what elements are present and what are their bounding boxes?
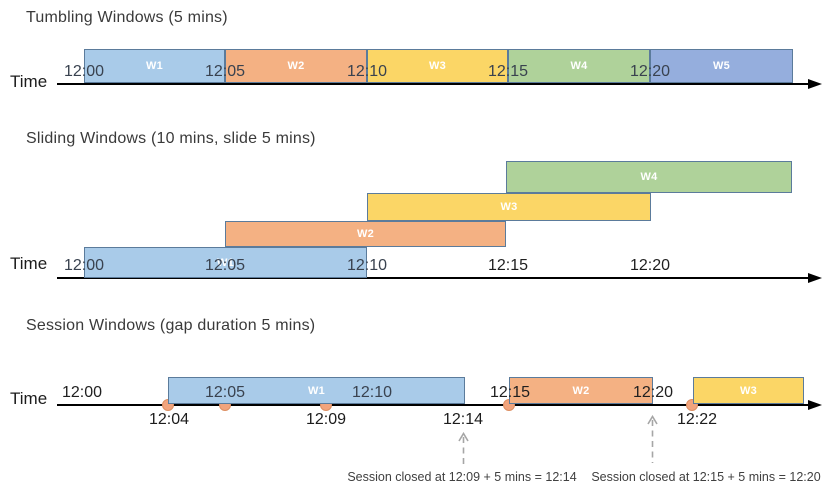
tumbling-title: Tumbling Windows (5 mins)	[26, 9, 228, 26]
tumbling-time-axis-label: Time	[10, 72, 48, 91]
window-label: W3	[739, 384, 758, 397]
tumbling-window-bar-w4: W4	[508, 49, 650, 83]
session-axis-arrowhead-icon	[808, 400, 822, 410]
session-closed-annotation-1: Session closed at 12:09 + 5 mins = 12:14	[347, 470, 577, 484]
sliding-window-bar-w2: W2	[225, 221, 506, 247]
annotation-arrow-icon	[647, 415, 658, 463]
window-label: W4	[640, 171, 658, 183]
window-label: W1	[307, 384, 326, 397]
axis-tick: 12:10	[346, 257, 388, 274]
tumbling-axis-arrowhead-icon	[808, 79, 822, 89]
sliding-time-axis-label: Time	[10, 254, 48, 273]
axis-tick: 12:15	[487, 63, 529, 80]
axis-tick: 12:20	[632, 384, 674, 401]
tumbling-window-bar-w2: W2	[225, 49, 367, 83]
session-window-bar-w1: W1	[168, 377, 465, 404]
window-label: W1	[216, 256, 235, 269]
tumbling-window-bar-w5: W5	[650, 49, 793, 83]
axis-tick: 12:10	[351, 384, 393, 401]
session-time-axis-label: Time	[10, 389, 48, 408]
axis-tick: 12:00	[63, 63, 105, 80]
axis-tick: 12:05	[204, 63, 246, 80]
window-label: W4	[570, 60, 588, 72]
event-time-label: 12:04	[148, 411, 190, 428]
sliding-time-axis	[57, 277, 810, 279]
event-time-label: 12:22	[676, 411, 718, 428]
session-window-bar-w2: W2	[509, 377, 653, 404]
event-time-label: 12:09	[305, 411, 347, 428]
session-time-axis	[57, 404, 810, 406]
axis-tick: 12:05	[204, 384, 246, 401]
window-label: W3	[500, 201, 518, 213]
tumbling-time-axis	[57, 83, 810, 85]
event-time-label: 12:14	[442, 411, 484, 428]
tumbling-window-bar-w3: W3	[367, 49, 508, 83]
window-label: W5	[712, 60, 731, 72]
axis-tick: 12:10	[346, 63, 388, 80]
sliding-axis-arrowhead-icon	[808, 273, 822, 283]
sliding-window-bar-w4: W4	[506, 161, 792, 193]
session-window-bar-w3: W3	[693, 377, 804, 404]
session-closed-annotation-2: Session closed at 12:15 + 5 mins = 12:20	[591, 470, 821, 484]
window-label: W2	[287, 60, 305, 72]
axis-tick: 12:00	[61, 384, 103, 401]
tumbling-window-bar-w1: W1	[84, 49, 225, 83]
axis-tick: 12:05	[204, 257, 246, 274]
axis-tick: 12:20	[629, 257, 671, 274]
annotation-arrow-icon	[458, 432, 469, 465]
sliding-title: Sliding Windows (10 mins, slide 5 mins)	[26, 130, 316, 147]
window-label: W2	[572, 384, 590, 397]
sliding-window-bar-w3: W3	[367, 193, 651, 221]
axis-tick: 12:15	[487, 257, 529, 274]
window-label: W3	[428, 60, 447, 72]
axis-tick: 12:00	[63, 257, 105, 274]
window-label: W1	[145, 60, 164, 72]
session-title: Session Windows (gap duration 5 mins)	[26, 317, 316, 334]
sliding-window-bar-w1: W1	[84, 247, 367, 278]
axis-tick: 12:20	[629, 63, 671, 80]
window-label: W2	[356, 228, 375, 240]
axis-tick: 12:15	[489, 384, 531, 401]
